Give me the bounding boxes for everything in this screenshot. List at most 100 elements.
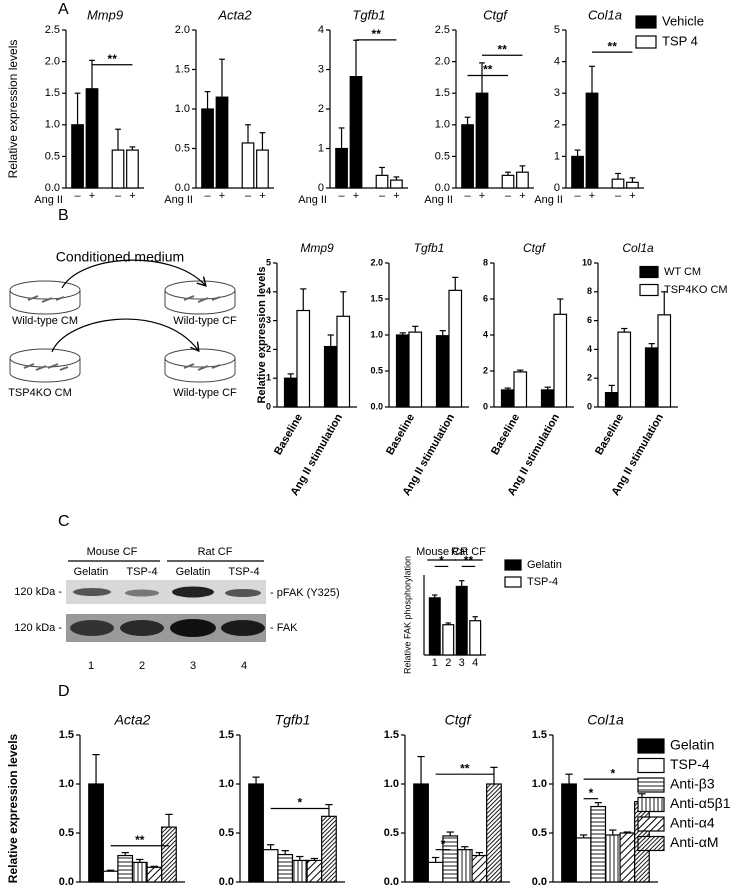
legend-label: TSP-4 [527,576,558,588]
x-tick-label: + [219,190,225,202]
y-tick-label: 1 [266,373,271,383]
y-tick-label: 1.5 [175,63,190,75]
x-axis-label: Ang II [164,194,193,206]
bar [201,108,214,189]
y-tick-label: 1.0 [219,778,234,790]
y-tick-label: 0.5 [175,142,190,154]
dish-label: Wild-type CF [173,387,237,399]
lane-label: Gelatin [176,566,211,578]
x-tick-label: 4 [472,657,478,669]
bar [262,849,279,883]
legend-swatch [637,816,665,832]
legend-label: Anti-α4 [670,815,715,831]
bar [561,783,577,883]
y-tick-label: 0.5 [384,827,399,839]
y-tick-label: 8 [483,257,488,267]
y-tick-label: 0.5 [45,150,60,162]
bar [585,92,599,189]
y-tick-label: 1.5 [532,729,547,741]
lane-label: TSP-4 [126,566,157,578]
x-tick-label: + [393,190,399,202]
y-tick-label: 2 [554,119,560,131]
band [221,620,265,636]
legend-swatch [637,835,665,852]
dish [9,280,236,383]
x-tick-label: 1 [432,657,438,669]
y-tick-label: 1.5 [384,729,399,741]
panel-label: C [58,513,70,530]
bar [501,174,515,189]
bar [335,147,348,189]
x-tick-label: – [505,190,512,202]
band [70,620,114,636]
bar [248,783,264,883]
bar [575,837,592,883]
bar [448,289,463,408]
y-tick-label: 1.0 [532,778,547,790]
significance-label: ** [135,833,145,847]
band [73,588,111,596]
group-label: Rat CF [451,546,486,558]
chart-title: Acta2 [217,7,252,22]
chart-title: Ctgf [483,7,508,22]
y-tick-label: 1.0 [175,103,190,115]
x-tick-label: + [353,190,359,202]
bar [306,859,323,883]
bar [486,783,502,883]
legend-swatch [504,559,522,571]
y-tick-label: 1.5 [45,87,60,99]
significance-label: * [439,554,444,568]
band [125,589,159,597]
chart-title: Ctgf [523,241,547,255]
bar [349,76,363,189]
x-tick-label: – [74,190,81,202]
bar [604,392,619,408]
arrow [51,318,198,353]
bar [111,149,125,189]
bar [408,331,423,408]
y-tick-label: 0.0 [175,182,190,194]
chart-title: Col1a [587,712,624,728]
y-tick-label: 1.5 [219,729,234,741]
y-tick-label: 0.0 [45,182,60,194]
y-tick-label: 5 [554,24,560,36]
legend-swatch [635,15,657,29]
lane-number: 2 [139,660,145,672]
chart-title: Mmp9 [300,241,334,255]
bar [455,585,468,656]
x-tick-label: – [574,190,581,202]
lane-label: TSP-4 [228,566,259,578]
legend-swatch [639,265,659,279]
diagram: Conditioned medium Wild-type CM Wild-typ… [8,249,237,399]
dish-label: Wild-type CM [12,315,78,327]
y-tick-label: 0 [483,401,488,411]
lane-number: 4 [241,660,247,672]
bar [413,783,429,883]
x-tick-label: Baseline [272,412,305,457]
bar [442,624,455,656]
y-tick-label: 0.0 [370,401,383,411]
y-tick-label: 2 [318,103,324,115]
band [120,620,164,636]
y-tick-label: 0.5 [59,827,74,839]
y-tick-label: 2.0 [45,56,60,68]
panel-label: D [58,683,70,700]
bar [395,334,410,408]
bar [604,834,621,883]
legend-swatch [637,777,665,793]
significance-label: ** [498,42,508,56]
y-tick-label: 1 [554,150,560,162]
legend-label: Vehicle [662,13,704,28]
y-tick-label: 4 [483,329,488,339]
y-tick-label: 0.0 [59,876,74,888]
y-axis-label: Relative expression levels [6,40,20,179]
bar [617,331,632,408]
x-tick-label: 3 [459,657,465,669]
lane-label: Gelatin [74,566,109,578]
significance-label: ** [460,761,470,775]
bar [626,181,639,189]
legend-label: TSP-4 [670,756,710,772]
x-tick-label: Baseline [384,412,417,457]
bar [321,815,337,883]
